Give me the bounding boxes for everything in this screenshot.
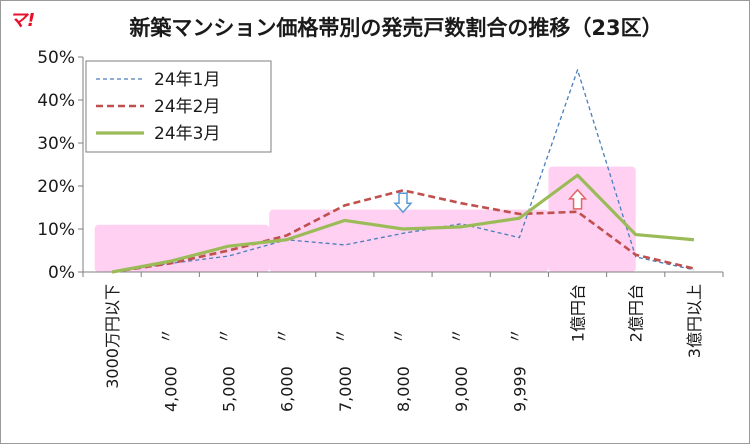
x-tick-ditto-mark: 〃 — [331, 328, 350, 344]
y-axis: 0% 10% 20% 30% 40% 50% — [37, 48, 83, 283]
x-axis: 3000万円以下 〃 4,000 〃 5,000 〃 6,000 〃 7,000 〃 8,000 〃 9… — [83, 272, 723, 412]
x-tick-label: 5,000 — [219, 366, 238, 412]
logo: マ! — [9, 10, 35, 31]
x-tick-label: 6,000 — [278, 366, 297, 412]
legend: 24年1月 24年2月 24年3月 — [86, 61, 271, 152]
y-tick-label: 30% — [37, 134, 75, 154]
x-tick-label: 1億円台 — [569, 284, 588, 342]
x-tick-ditto-mark: 〃 — [214, 328, 233, 344]
x-tick-ditto-mark: 〃 — [273, 328, 292, 344]
x-tick-ditto-mark: 〃 — [389, 328, 408, 344]
y-tick-label: 10% — [37, 220, 75, 240]
x-tick-label: 2億円台 — [627, 284, 646, 342]
legend-label: 24年2月 — [154, 97, 220, 117]
x-tick-label: 9,000 — [452, 366, 471, 412]
y-tick-label: 0% — [48, 263, 75, 283]
x-tick-label: 3億円以上 — [685, 284, 704, 358]
legend-label: 24年3月 — [154, 124, 220, 144]
highlight-regions — [95, 167, 636, 272]
x-tick-label: 9,999 — [510, 366, 529, 412]
chart-title: 新築マンション価格帯別の発売戸数割合の推移（23区） — [129, 16, 662, 40]
y-tick-label: 20% — [37, 177, 75, 197]
legend-label: 24年1月 — [154, 70, 220, 90]
x-tick-label: 7,000 — [336, 366, 355, 412]
x-tick-label: 4,000 — [161, 366, 180, 412]
highlight-region-0 — [95, 225, 270, 272]
y-tick-label: 50% — [37, 48, 75, 68]
x-tick-ditto-mark: 〃 — [447, 328, 466, 344]
x-tick-ditto-mark: 〃 — [156, 328, 175, 344]
arrow-down-annotation — [395, 193, 411, 212]
y-tick-label: 40% — [37, 91, 75, 111]
x-tick-label: 8,000 — [394, 366, 413, 412]
x-tick-ditto-mark: 〃 — [505, 328, 524, 344]
x-tick-label: 3000万円以下 — [103, 284, 122, 389]
